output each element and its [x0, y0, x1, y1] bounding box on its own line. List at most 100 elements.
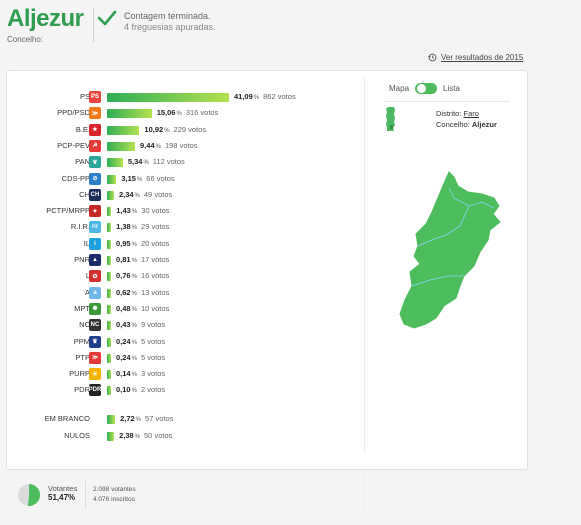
percentage-value: 0,62 — [116, 287, 131, 297]
result-row[interactable]: CH CH 2,34% 49 votos — [6, 188, 362, 202]
percent-symbol: % — [131, 258, 137, 264]
result-row[interactable]: CDS-PP ⊘ 3,15% 66 votos — [6, 172, 362, 186]
district-row: Distrito: Faro — [436, 108, 497, 119]
district-link[interactable]: Faro — [463, 109, 479, 118]
party-name: EM BRANCO — [44, 414, 90, 423]
party-logo-icon: ✦ — [89, 205, 101, 218]
party-logo-icon: ♛ — [89, 335, 101, 348]
result-row[interactable]: L ✿ 0,76% 16 votos — [6, 270, 362, 283]
turnout-section — [0, 475, 581, 525]
view-toggle-switch[interactable] — [415, 83, 438, 94]
vote-count: 10 votos — [140, 303, 170, 313]
party-logo-icon: CH — [89, 188, 101, 201]
percentage-value: 3,15 — [121, 173, 136, 183]
card-divider — [364, 77, 365, 453]
party-name: L — [85, 271, 90, 281]
percentage-value: 5,34 — [127, 157, 143, 167]
party-logo-icon: PS — [89, 91, 101, 103]
previous-results-link[interactable]: Ver resultados de 2015 — [428, 53, 523, 62]
result-row[interactable]: PCTP/MRPP ✦ 1,43% 30 votos — [6, 205, 362, 218]
party-logo-icon: ✿ — [89, 270, 101, 283]
vote-count: 16 votos — [140, 271, 170, 281]
percentage-value: 0,81 — [116, 255, 131, 264]
party-name: PPM — [73, 336, 90, 346]
council-row: Concelho: Aljezur — [436, 119, 497, 130]
result-row[interactable]: IL i 0,95% 20 votos — [6, 237, 362, 251]
council-map[interactable] — [396, 168, 504, 330]
percentage-value: 2,38 — [119, 431, 134, 440]
party-logo-icon: PDR — [89, 384, 101, 397]
party-logo-icon: NC — [89, 319, 101, 332]
party-name: PCTP/MRPP — [46, 206, 90, 216]
count-status: Contagem terminada. 4 freguesias apurada… — [124, 11, 216, 33]
percent-symbol: % — [131, 225, 138, 232]
party-name: R.I.R. — [70, 222, 90, 232]
percentage-value: 0,43 — [116, 320, 131, 330]
result-row[interactable]: PCP-PEV ☭ 9,44% 198 votos — [6, 139, 362, 153]
party-name: NULOS — [64, 431, 90, 440]
toggle-label-list: Lista — [443, 84, 460, 93]
party-name: PTP — [75, 352, 90, 362]
percentage-value: 2,34 — [118, 189, 134, 199]
result-percentage: 15,06% 316 votos — [157, 108, 219, 117]
vote-count: 862 votos — [263, 92, 296, 101]
result-bar — [107, 158, 123, 168]
percent-symbol: % — [131, 355, 137, 362]
result-bar — [107, 125, 140, 135]
percent-symbol: % — [131, 290, 137, 297]
vote-count: 30 votos — [141, 206, 170, 216]
percent-symbol: % — [164, 127, 170, 134]
result-percentage: 0,81% 17 votos — [116, 255, 169, 264]
portugal-mini-map-icon — [386, 107, 395, 131]
percentage-value: 41,09 — [234, 92, 253, 101]
result-bar — [107, 353, 111, 363]
result-bar — [107, 415, 116, 424]
result-row[interactable]: PDR PDR 0,10% 2 votos — [6, 384, 362, 397]
result-percentage: 2,72% 57 votos — [120, 414, 173, 423]
result-percentage: 0,76% 16 votos — [116, 271, 169, 280]
result-row[interactable]: PNR ▲ 0,81% 17 votos — [6, 254, 362, 267]
result-row[interactable]: PAN ❦ 5,34% 112 votos — [6, 156, 362, 169]
turnout-label: Votantes — [48, 484, 78, 493]
result-row[interactable]: NC NC 0,43% 9 votos — [6, 319, 362, 332]
party-name: PCP-PEV — [57, 140, 90, 150]
party-name: PPD/PSD — [57, 108, 90, 118]
result-bar — [107, 272, 111, 282]
result-row[interactable]: PPD/PSD ≫ 15,06% 316 votos — [6, 107, 362, 120]
result-row[interactable]: PS PS 41,09% 862 votos — [6, 91, 362, 104]
result-bar — [107, 304, 111, 314]
result-percentage: 2,38% 50 votos — [119, 431, 172, 440]
party-logo-icon: rir — [89, 221, 101, 234]
header-divider — [93, 8, 94, 42]
party-logo-icon: i — [89, 237, 101, 250]
result-bar — [107, 93, 229, 102]
map-header-divider — [384, 101, 510, 102]
result-row[interactable]: B.E. ★ 10,92% 229 votos — [6, 123, 362, 137]
result-row[interactable]: PURP ☀ 0,14% 3 votos — [6, 368, 362, 381]
percentage-value: 1,38 — [116, 222, 131, 232]
party-logo-icon: ❦ — [89, 156, 101, 169]
party-logo-icon: ✽ — [89, 302, 101, 315]
result-row[interactable]: PPM ♛ 0,24% 5 votos — [6, 335, 362, 349]
result-percentage: 5,34% 112 votos — [128, 157, 185, 166]
turnout-pie-chart — [18, 484, 40, 506]
party-logo-icon: ≫ — [89, 107, 101, 120]
result-percentage: 0,43% 9 votos — [116, 320, 165, 329]
voters-count: 2.098 votantes — [93, 486, 136, 493]
result-row[interactable]: NULOS 2,38% 50 votos — [6, 430, 362, 443]
result-row[interactable]: EM BRANCO 2,72% 57 votos — [6, 413, 362, 426]
result-percentage: 0,48% 10 votos — [116, 304, 169, 313]
result-row[interactable]: MPT ✽ 0,48% 10 votos — [6, 302, 362, 316]
percent-symbol: % — [131, 372, 137, 379]
map-list-toggle: Mapa Lista — [389, 83, 460, 94]
result-row[interactable]: PTP ≫ 0,24% 5 votos — [6, 351, 362, 365]
result-percentage: 41,09% 862 votos — [234, 92, 296, 101]
checkmark-icon — [97, 10, 117, 26]
percent-symbol: % — [134, 192, 140, 199]
percentage-value: 0,24 — [116, 352, 131, 362]
percent-symbol: % — [131, 274, 137, 281]
party-name: B.E. — [75, 124, 90, 134]
result-row[interactable]: R.I.R. rir 1,38% 29 votos — [6, 221, 362, 234]
percent-symbol: % — [136, 176, 143, 183]
